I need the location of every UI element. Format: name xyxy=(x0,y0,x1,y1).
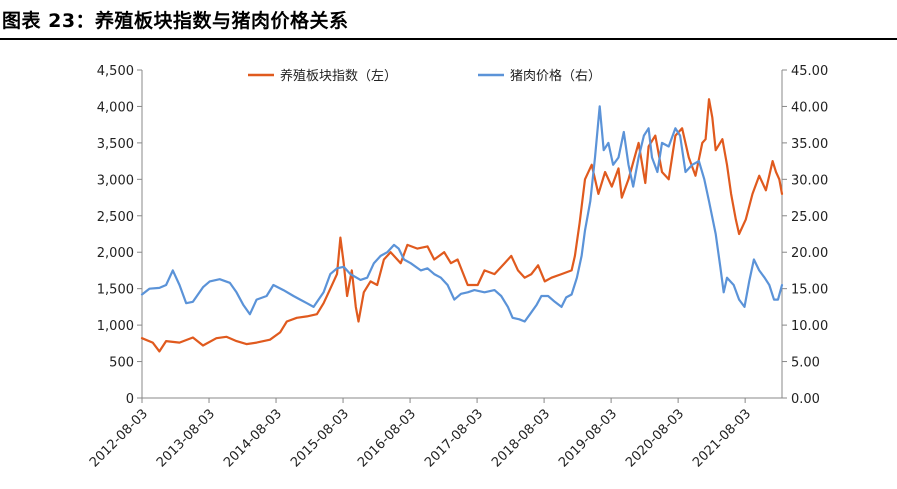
right-y-tick-label: 45.00 xyxy=(791,64,828,79)
right-y-tick-label: 20.00 xyxy=(791,246,828,261)
x-tick-label: 2019-08-03 xyxy=(556,406,620,470)
right-y-tick-label: 15.00 xyxy=(791,283,828,298)
left-y-tick-label: 0 xyxy=(126,392,134,407)
right-y-tick-label: 40.00 xyxy=(791,100,828,115)
left-y-tick-label: 3,500 xyxy=(97,137,134,152)
x-tick-label: 2014-08-03 xyxy=(221,406,285,470)
x-tick-label: 2013-08-03 xyxy=(154,406,218,470)
left-y-tick-label: 4,500 xyxy=(97,64,134,79)
left-y-tick-label: 2,000 xyxy=(97,246,134,261)
right-y-tick-label: 25.00 xyxy=(791,210,828,225)
left-y-tick-label: 3,000 xyxy=(97,173,134,188)
left-y-tick-label: 4,000 xyxy=(97,100,134,115)
right-y-tick-label: 30.00 xyxy=(791,173,828,188)
title-divider xyxy=(0,38,897,40)
chart-axes: 0 500 1,000 1,500 2,000 2,500 3,000 3,500 4,000 4… xyxy=(87,64,828,470)
x-tick-label: 2015-08-03 xyxy=(288,406,352,470)
x-tick-label: 2016-08-03 xyxy=(355,406,419,470)
left-y-tick-label: 500 xyxy=(109,356,134,371)
right-y-tick-label: 5.00 xyxy=(791,356,820,371)
x-tick-label: 2018-08-03 xyxy=(489,406,553,470)
x-tick-label: 2021-08-03 xyxy=(690,406,754,470)
legend-label-1: 养殖板块指数（左） xyxy=(280,68,397,84)
breeding-index-series-line xyxy=(140,98,784,353)
figure-title: 图表 23：养殖板块指数与猪肉价格关系 xyxy=(2,10,349,32)
left-y-tick-label: 2,500 xyxy=(97,210,134,225)
left-y-tick-label: 1,500 xyxy=(97,283,134,298)
right-y-tick-label: 35.00 xyxy=(791,137,828,152)
right-y-tick-label: 10.00 xyxy=(791,319,828,334)
x-tick-label: 2012-08-03 xyxy=(87,406,151,470)
pork-price-series-line xyxy=(140,105,784,323)
left-y-tick-label: 1,000 xyxy=(97,319,134,334)
chart-legend: 养殖板块指数（左） 猪肉价格（右） xyxy=(248,68,601,84)
x-tick-label: 2020-08-03 xyxy=(623,406,687,470)
right-y-tick-label: 0.00 xyxy=(791,392,820,407)
legend-label-2: 猪肉价格（右） xyxy=(510,68,601,84)
chart-series xyxy=(140,98,784,353)
x-tick-label: 2017-08-03 xyxy=(422,406,486,470)
